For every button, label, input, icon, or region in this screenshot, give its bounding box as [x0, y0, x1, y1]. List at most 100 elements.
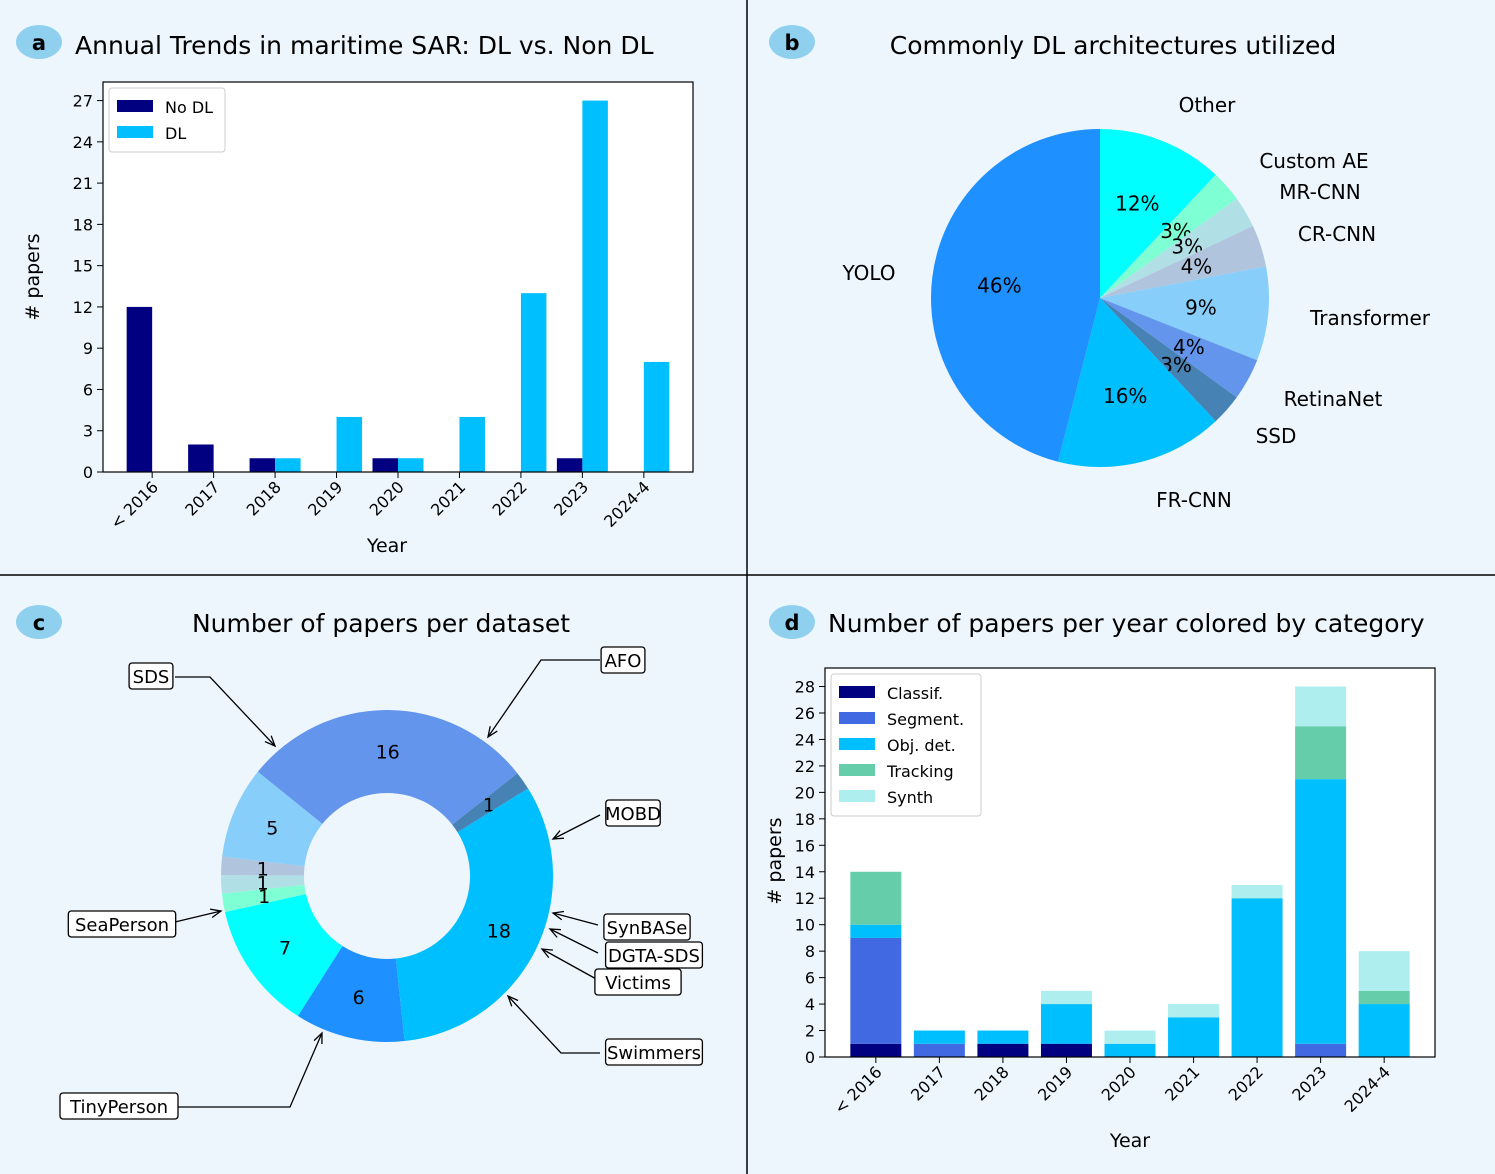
chart-d-bar-tracking-2016: [850, 871, 902, 925]
panel-c-badge: [16, 605, 62, 639]
panel-a-header: a Annual Trends in maritime SAR: DL vs. …: [16, 25, 654, 60]
donut-value-dgta-sds: 1: [257, 872, 269, 894]
chart-d-bar-classif-2019: [1040, 1043, 1092, 1057]
donut-callout-box-mobd: [605, 799, 661, 827]
pie-pct-other: 12%: [1115, 192, 1159, 216]
pie-pct-yolo: 46%: [977, 273, 1021, 297]
chart-d-ytick-label-12: 12: [795, 889, 815, 908]
donut-leader-mobd: [552, 814, 601, 840]
donut-wedge-victims: [221, 856, 305, 876]
chart-d-legend-swatch-classif: [839, 686, 875, 698]
chart-d-ytick-label-2: 2: [805, 1022, 815, 1041]
pie-slice-other: [1100, 129, 1216, 298]
donut-wedge-sds: [395, 788, 553, 1042]
chart-d-bar-segment-2016: [850, 937, 902, 1044]
donut-arrowhead-swimmers: [506, 994, 519, 1007]
pie-slice-fr-cnn: [1057, 298, 1216, 467]
chart-a-ytick-label-9: 9: [83, 339, 93, 358]
donut-callout-label-synbase: SynBASe: [607, 918, 688, 939]
donut-leader-victims: [541, 948, 599, 981]
chart-d-legend-label-classif: Classif.: [887, 684, 943, 703]
donut-callout-box-tinyperson: [59, 1092, 179, 1120]
donut-value-tinyperson: 16: [376, 742, 400, 764]
chart-a-ytick-label-27: 27: [73, 92, 93, 111]
chart-a-bar-no-dl-2017: [188, 444, 214, 472]
chart-d-bar-classif-2018: [977, 1043, 1029, 1057]
donut-wedge-swimmers: [222, 771, 323, 867]
chart-d-bar-obj-det-2016: [850, 924, 902, 938]
chart-d-bar-segment-2017: [913, 1043, 965, 1057]
pie-slice-custom-ae: [1100, 174, 1237, 298]
chart-d-ytick-label-14: 14: [795, 863, 815, 882]
chart-d-bar-classif-2016: [850, 1043, 902, 1057]
chart-d-bar-obj-det-2020: [1104, 1043, 1156, 1057]
donut-arrowhead-mobd: [551, 830, 565, 840]
pie-pct-mr-cnn: 3%: [1171, 234, 1203, 258]
pie-label-custom-ae: Custom AE: [1259, 149, 1368, 173]
donut-callout-box-victims: [594, 968, 682, 996]
chart-d-ytick-label-4: 4: [805, 995, 815, 1014]
donut-arrowhead-sds: [264, 735, 277, 748]
panel-b-header: b Commonly DL architectures utilized: [769, 25, 1336, 60]
pie-label-retinanet: RetinaNet: [1284, 387, 1383, 411]
chart-a-ytick-label-6: 6: [83, 380, 93, 399]
chart-d-ytick-label-20: 20: [795, 783, 815, 802]
chart-a-ytick-label-24: 24: [73, 133, 93, 152]
chart-d-bar-obj-det-2022: [1231, 898, 1283, 1057]
donut-callout-label-victims: Victims: [605, 973, 671, 994]
donut-value-afo: 6: [353, 987, 365, 1009]
donut-leader-afo: [487, 659, 600, 738]
donut-arrowhead-seaperson: [210, 908, 223, 919]
donut-callout-label-dgta-sds: DGTA-SDS: [608, 946, 700, 967]
donut-leader-sds: [175, 676, 276, 747]
chart-d-ytick-label-28: 28: [795, 678, 815, 697]
panel-a-badge: [16, 25, 62, 59]
chart-a-bar-dl-2023: [582, 100, 608, 473]
chart-a-bar-dl-2020: [398, 458, 424, 472]
chart-a-legend-label-dl: DL: [165, 124, 186, 143]
donut-leader-dgta-sds: [549, 928, 599, 954]
chart-a-ylabel: # papers: [22, 233, 44, 320]
panel-b-badge: [769, 25, 815, 59]
pie-label-cr-cnn: CR-CNN: [1298, 222, 1376, 246]
donut-value-victims: 1: [257, 858, 269, 880]
chart-d-xlabel: Year: [1109, 1130, 1150, 1152]
chart-a-xlabel: Year: [366, 535, 407, 557]
donut-callout-label-tinyperson: TinyPerson: [69, 1097, 168, 1118]
chart-a-ytick-label-12: 12: [73, 298, 93, 317]
chart-a-bar-no-dl-2023: [556, 458, 583, 472]
chart-d-bar-obj-det-2021: [1168, 1017, 1220, 1057]
donut-callout-label-swimmers: Swimmers: [607, 1043, 701, 1064]
donut-callout-box-synbase: [603, 913, 691, 941]
panel-a-title: Annual Trends in maritime SAR: DL vs. No…: [75, 31, 654, 60]
chart-a-legend-label-no-dl: No DL: [165, 98, 213, 117]
panel-b-badge-label: b: [784, 31, 799, 55]
chart-a-legend-swatch-dl: [117, 126, 153, 138]
chart-d-bar-synth-2021: [1168, 1004, 1220, 1018]
pie-slice-mr-cnn: [1100, 198, 1253, 298]
pie-slice-retinanet: [1100, 298, 1258, 398]
chart-d-ytick-label-24: 24: [795, 730, 815, 749]
panel-d-badge-label: d: [784, 611, 799, 635]
chart-a-bar-no-dl-2020: [372, 458, 398, 472]
donut-wedge-synbase: [221, 884, 306, 913]
chart-d-ytick-label-22: 22: [795, 757, 815, 776]
donut-callout-box-swimmers: [604, 1038, 704, 1066]
chart-d-ytick-label-10: 10: [795, 916, 815, 935]
donut-callout-box-dgta-sds: [604, 941, 704, 969]
chart-a-ytick-label-15: 15: [73, 257, 93, 276]
chart-a-ytick-label-18: 18: [73, 215, 93, 234]
chart-d-legend-label-tracking: Tracking: [886, 762, 954, 781]
donut-callout-box-afo: [600, 646, 646, 674]
donut-callout-label-seaperson: SeaPerson: [75, 915, 169, 936]
donut-arrowhead-afo: [487, 726, 498, 739]
chart-d-bar-synth-2024-4: [1358, 951, 1410, 991]
chart-d-bar-tracking-2023: [1295, 726, 1347, 780]
panel-d-header: d Number of papers per year colored by c…: [769, 605, 1425, 639]
pie-pct-cr-cnn: 4%: [1181, 255, 1213, 279]
donut-wedge-seaperson: [452, 773, 529, 833]
chart-a-bar-dl-2019: [336, 416, 363, 472]
